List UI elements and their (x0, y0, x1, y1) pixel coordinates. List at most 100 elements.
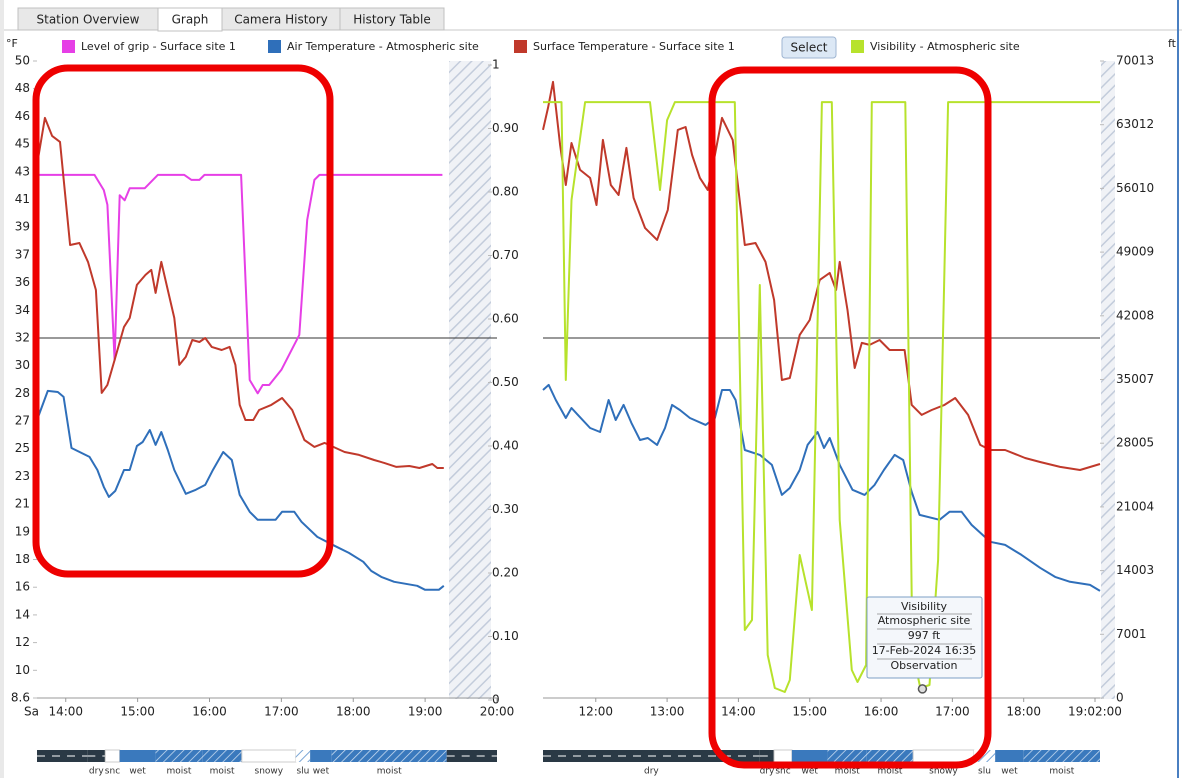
y3-tick-label: 28005 (1116, 436, 1154, 450)
tab-label[interactable]: History Table (353, 13, 431, 27)
x-tick-label: 20:00 (480, 705, 515, 719)
x-tick-label: 12:00 (578, 705, 613, 719)
legend: Level of grip - Surface site 1 Air Temper… (62, 40, 1020, 53)
y3-tick-label: 7001 (1116, 627, 1147, 641)
y3-tick-label: 0 (1116, 691, 1124, 705)
legend-swatch[interactable] (514, 40, 527, 53)
y-tick-label: 28 (15, 386, 30, 400)
x-tick-label: 14:00 (721, 705, 756, 719)
condition-segment (791, 750, 828, 762)
series-line (36, 389, 445, 591)
legend-swatch[interactable] (268, 40, 281, 53)
y2-tick-label: 0.30 (492, 502, 519, 516)
tab-label[interactable]: Station Overview (37, 13, 140, 27)
condition-label: moist (1049, 767, 1074, 777)
no-data-area (1101, 61, 1115, 699)
y-tick-label: 14 (15, 607, 30, 621)
select-button[interactable]: Select (781, 36, 837, 59)
x-tick-label: 19:00 (408, 705, 443, 719)
series-line (543, 101, 1100, 693)
series-line (542, 80, 1101, 471)
y-tick-label: 39 (15, 220, 30, 234)
legend-label[interactable]: Visibility - Atmospheric site (870, 40, 1020, 53)
condition-segment (1023, 750, 1100, 762)
x-tick-label: 18:00 (1006, 705, 1041, 719)
tooltip-text: 17-Feb-2024 16:35 (872, 644, 977, 657)
y-tick-label: 48 (15, 81, 30, 95)
tab[interactable] (339, 7, 445, 31)
y-unit: °F (6, 37, 18, 50)
y-tick-label: 21 (15, 497, 30, 511)
condition-label: moist (877, 767, 902, 777)
condition-segment (295, 750, 311, 762)
tab-label[interactable]: Graph (172, 13, 209, 27)
condition-label: dry (644, 767, 659, 777)
condition-segment (241, 749, 297, 763)
condition-label: snowy (929, 767, 958, 777)
x-tick-label: 19:02:00 (1068, 705, 1122, 719)
tooltip-text: 997 ft (908, 629, 941, 642)
select-button-box[interactable] (781, 36, 837, 59)
condition-segment (155, 750, 203, 762)
condition-segment (119, 750, 156, 762)
y-tick-label: 30 (15, 358, 30, 372)
x-tick-label: 13:00 (650, 705, 685, 719)
x-tick-label: 17:00 (935, 705, 970, 719)
y2-tick-label: 0.60 (492, 312, 519, 326)
condition-label: slu (296, 767, 309, 777)
condition-segment (104, 749, 121, 763)
y-tick-label: 27 (15, 414, 30, 428)
y2-tick-label: 0.40 (492, 439, 519, 453)
y-tick-label: 45 (15, 137, 30, 151)
y-tick-label: 50 (15, 54, 30, 68)
condition-label: moist (377, 767, 402, 777)
condition-segment (87, 750, 106, 762)
no-data-area (449, 61, 491, 699)
tooltip-box (866, 596, 983, 679)
condition-label: moist (210, 767, 235, 777)
condition-label: moist (166, 767, 191, 777)
legend-swatch[interactable] (62, 40, 75, 53)
legend-swatch[interactable] (851, 40, 864, 53)
legend-label[interactable]: Surface Temperature - Surface site 1 (533, 40, 735, 53)
y2-tick-label: 1 (492, 58, 500, 72)
y-tick-label: 41 (15, 192, 30, 206)
y2-tick-label: 0.10 (492, 629, 519, 643)
y-tick-label: 46 (15, 109, 30, 123)
condition-segment (866, 750, 914, 762)
condition-segment (827, 750, 867, 762)
series-line (542, 383, 1101, 592)
y-tick-label: 23 (15, 469, 30, 483)
plot-area: °F ftSa8.61012141618192123252728303234363… (6, 37, 1177, 777)
y-tick-label: 37 (15, 247, 30, 261)
y-tick-label: 32 (15, 330, 30, 344)
condition-label: moist (835, 767, 860, 777)
condition-segment (310, 750, 332, 762)
y-tick-label: 8.6 (11, 691, 30, 705)
y-tick-label: 16 (15, 580, 30, 594)
select-button-label[interactable]: Select (790, 41, 827, 55)
y-tick-label: 19 (15, 524, 30, 538)
condition-label: wet (313, 767, 330, 777)
condition-label: dry (760, 767, 775, 777)
legend-label[interactable]: Air Temperature - Atmospheric site (287, 40, 479, 53)
tab-label[interactable]: Camera History (234, 13, 328, 27)
condition-label: snc (775, 767, 790, 777)
tooltip-text: Observation (891, 659, 958, 672)
condition-label: slu (978, 767, 991, 777)
x-tick-label: 15:00 (792, 705, 827, 719)
y2-tick-label: 0 (492, 693, 500, 707)
condition-label: dry (89, 767, 104, 777)
y3-tick-label: 49009 (1116, 245, 1154, 259)
tooltip-text: Atmospheric site (878, 614, 971, 627)
condition-segment (446, 750, 497, 762)
y2-tick-label: 0.90 (492, 121, 519, 135)
condition-segment (202, 750, 242, 762)
legend-label[interactable]: Level of grip - Surface site 1 (81, 40, 236, 53)
y2-tick-label: 0.50 (492, 375, 519, 389)
y3-tick-label: 63012 (1116, 117, 1154, 131)
condition-segment (37, 750, 88, 762)
